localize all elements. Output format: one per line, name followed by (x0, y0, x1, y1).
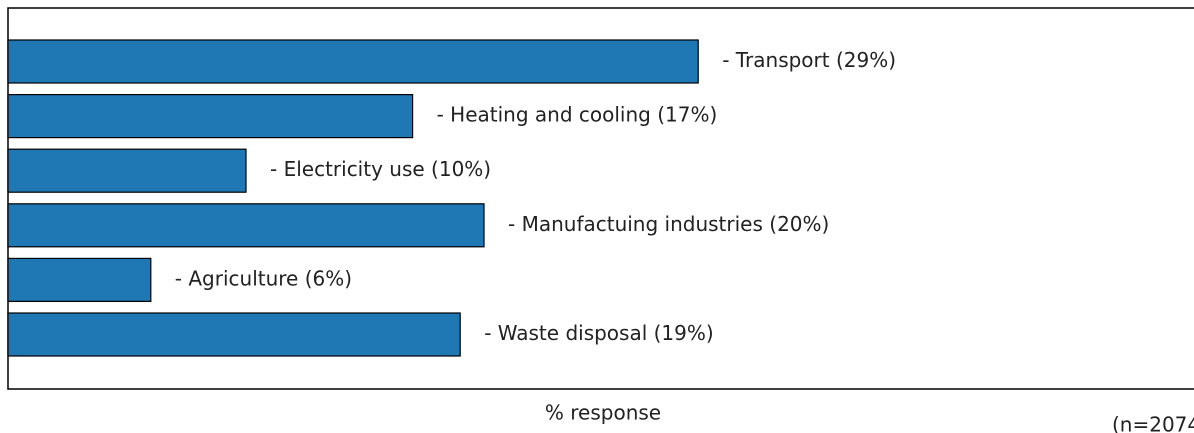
bar-label: - Agriculture (6%) (175, 266, 352, 290)
bar (7, 257, 152, 302)
bar-label: - Transport (29%) (722, 48, 896, 72)
bar (7, 203, 485, 248)
x-axis-label: % response (545, 401, 661, 425)
sample-note: (n=2074) (1112, 413, 1194, 433)
bar-label: - Waste disposal (19%) (484, 321, 714, 345)
bar (7, 312, 461, 357)
bar (7, 39, 699, 84)
plot-frame (7, 7, 1194, 390)
bar (7, 93, 414, 139)
bar-label: - Electricity use (10%) (270, 157, 491, 181)
bar-label: - Manufactuing industries (20%) (508, 212, 829, 236)
bar-label: - Heating and cooling (17%) (437, 103, 718, 127)
bar (7, 148, 247, 193)
